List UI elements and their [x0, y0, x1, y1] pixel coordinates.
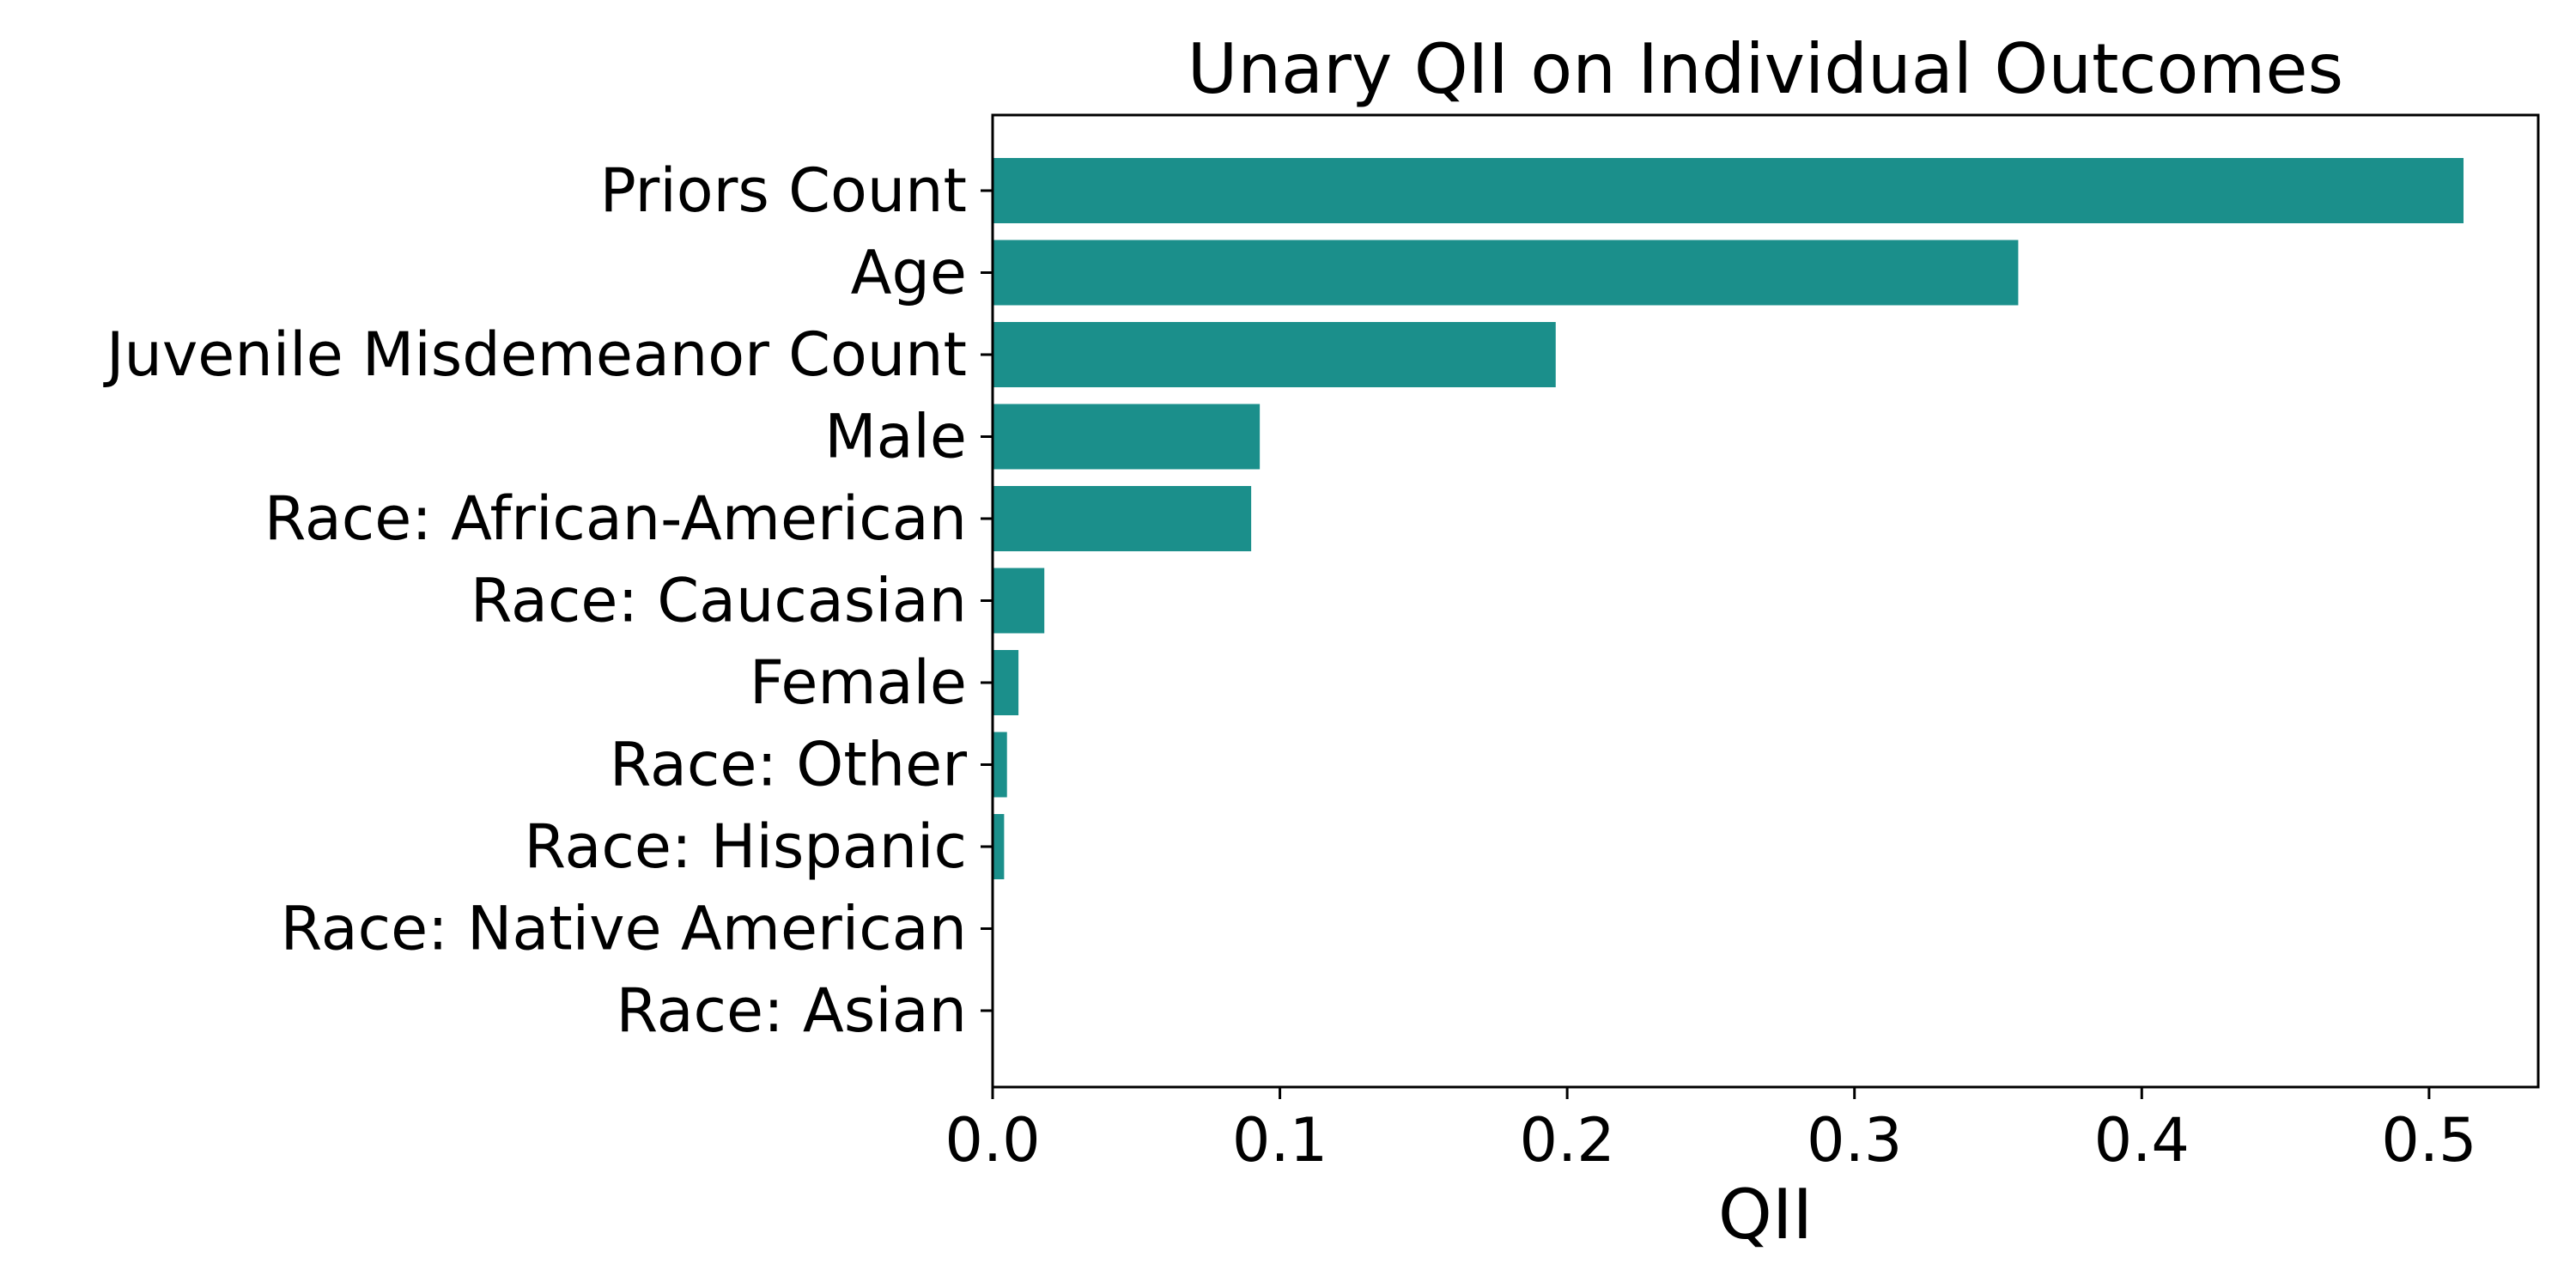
bar — [993, 240, 2019, 306]
y-tick-label: Juvenile Misdemeanor Count — [103, 319, 967, 390]
x-tick-label: 0.4 — [2094, 1105, 2190, 1176]
x-tick-label: 0.5 — [2381, 1105, 2476, 1176]
y-axis: Priors Count Age Juvenile Misdemeanor Coun… — [103, 155, 993, 1046]
x-tick-label: 0.0 — [945, 1105, 1040, 1176]
y-tick-label: Priors Count — [600, 155, 967, 226]
chart-title: Unary QII on Individual Outcomes — [1188, 29, 2343, 109]
y-tick-label: Race: Asian — [617, 975, 967, 1046]
x-axis: 0.0 0.1 0.2 0.3 0.4 0.5 — [945, 1087, 2477, 1176]
bar — [993, 650, 1019, 715]
plot-frame — [991, 113, 2540, 1089]
bar — [993, 322, 1556, 387]
y-tick-label: Race: Hispanic — [524, 811, 967, 882]
bar — [993, 158, 2464, 223]
y-tick-label: Race: Caucasian — [471, 566, 967, 636]
x-tick-label: 0.2 — [1519, 1105, 1614, 1176]
x-tick-label: 0.1 — [1232, 1105, 1327, 1176]
y-tick-label: Male — [824, 402, 967, 472]
x-axis-label: QII — [1718, 1175, 1813, 1255]
y-tick-label: Race: Other — [610, 730, 967, 800]
bar — [993, 568, 1045, 634]
x-tick-label: 0.3 — [1807, 1105, 1902, 1176]
y-tick-label: Race: African-American — [264, 483, 967, 554]
y-tick-label: Age — [851, 238, 967, 308]
bar — [993, 486, 1252, 551]
y-tick-label: Race: Native American — [281, 894, 967, 964]
bar — [993, 732, 1007, 798]
bar — [993, 404, 1261, 470]
bars-group — [993, 158, 2464, 879]
y-tick-label: Female — [750, 647, 967, 718]
bar — [993, 814, 1005, 879]
